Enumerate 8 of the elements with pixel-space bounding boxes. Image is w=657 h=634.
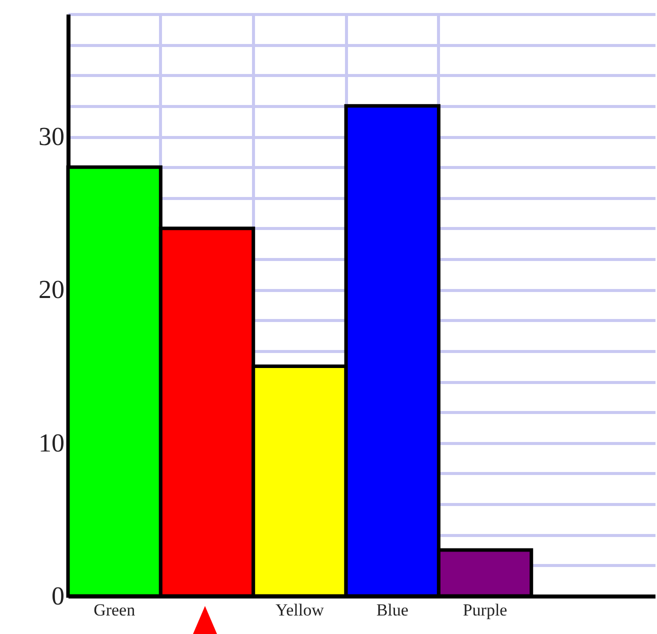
x-tick-label: Green <box>94 600 136 620</box>
y-tick-label: 20 <box>38 275 64 304</box>
x-tick-label: Yellow <box>276 600 325 620</box>
y-tick-label: 30 <box>38 122 64 152</box>
y-tick-label: 10 <box>38 428 64 458</box>
x-tick-label: Blue <box>376 600 408 620</box>
x-tick-label: Purple <box>462 600 508 620</box>
y-tick-label: 0 <box>52 582 64 610</box>
